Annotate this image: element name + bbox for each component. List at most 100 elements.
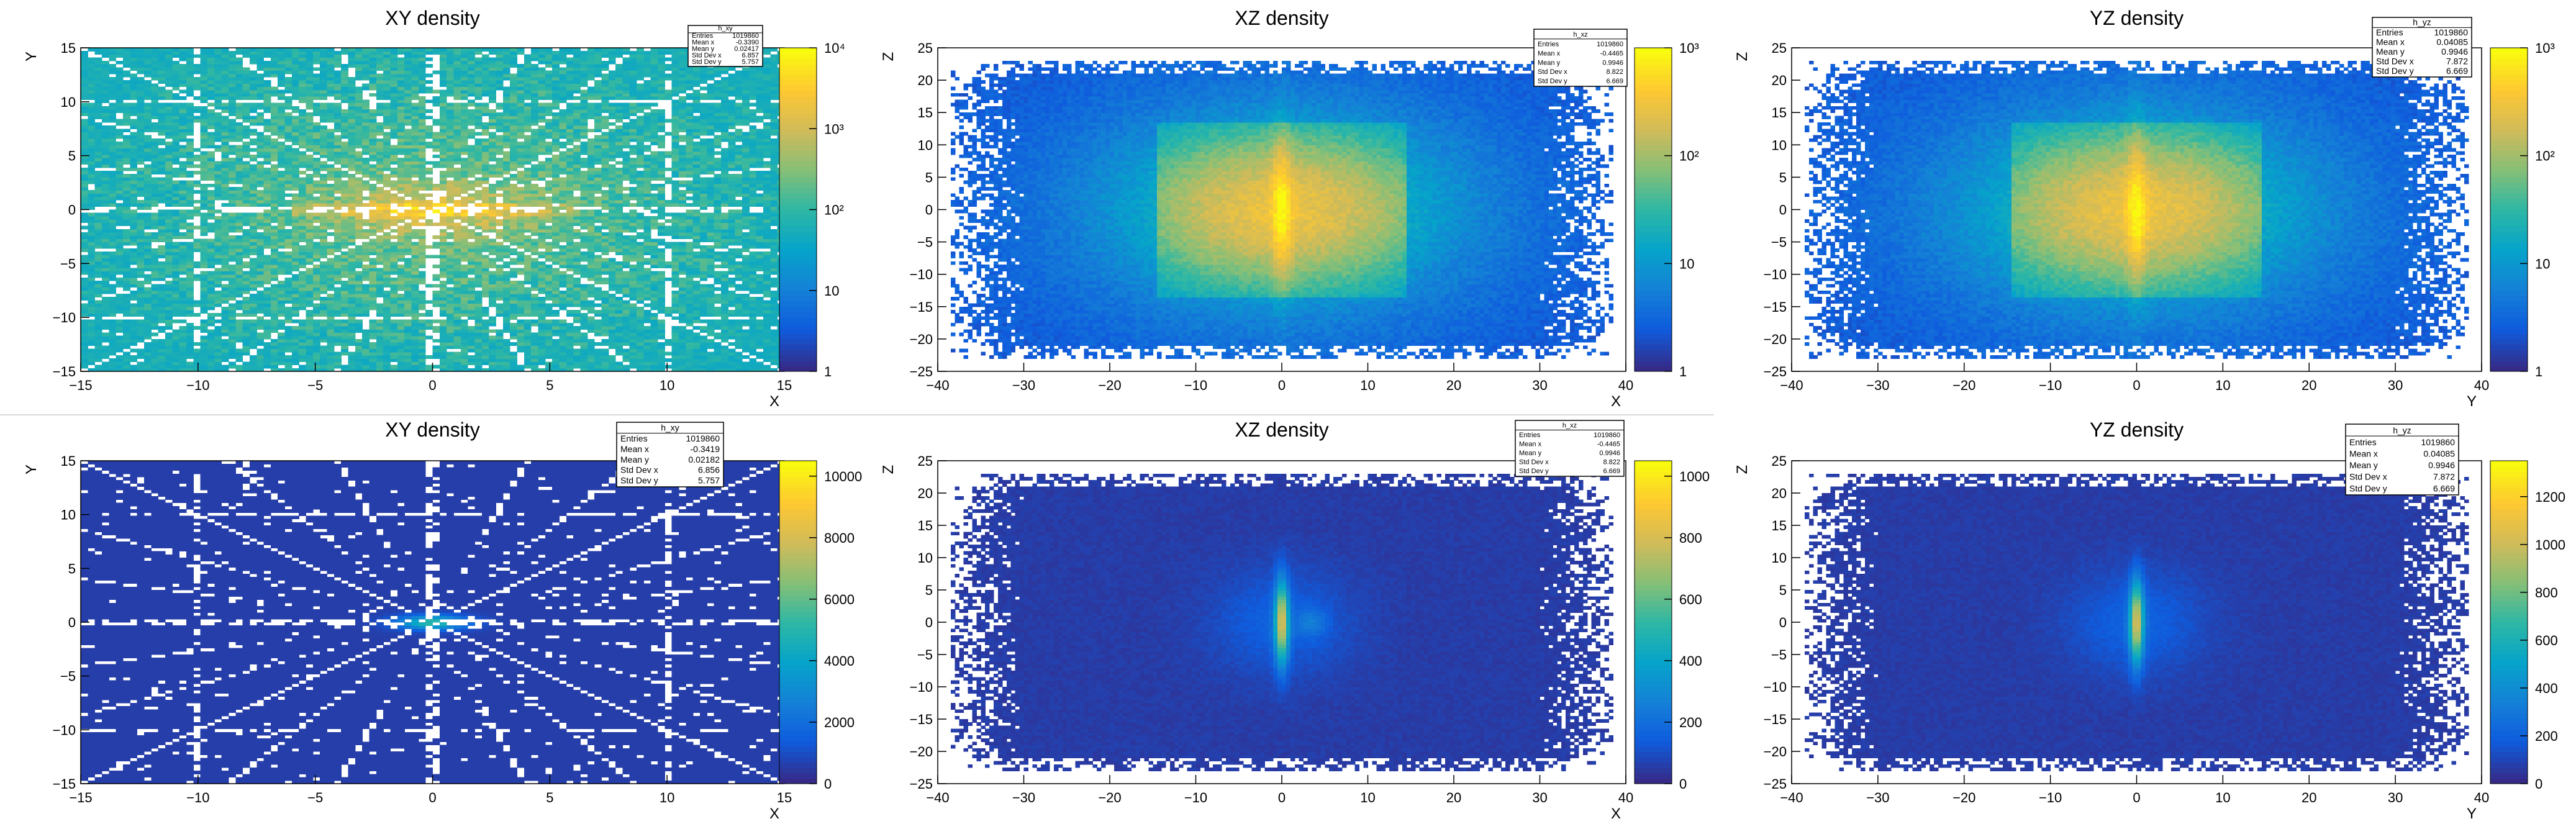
y-tick-label: 25 [918, 453, 933, 469]
stats-label: Std Dev y [1538, 78, 1567, 85]
stats-label: Std Dev x [1538, 68, 1567, 76]
y-tick-label: −5 [60, 669, 76, 684]
x-tick-label: 10 [2215, 378, 2230, 393]
stats-value: -0.3419 [691, 444, 720, 454]
y-tick-label: 0 [1779, 615, 1787, 630]
stats-value: 0.04085 [2436, 37, 2468, 47]
x-tick-label: 40 [2474, 790, 2489, 805]
color-tick-label: 1200 [2535, 489, 2565, 505]
stats-label: Entries [1519, 432, 1541, 439]
x-tick-label: −10 [1184, 790, 1207, 805]
y-tick-label: −5 [917, 647, 933, 663]
stats-value: -0.4465 [1597, 441, 1620, 448]
color-tick-label: 1000 [2535, 537, 2565, 553]
y-tick-label: −10 [1764, 267, 1787, 283]
color-tick-label: 1 [824, 364, 832, 379]
color-tick-label: 800 [2535, 585, 2558, 600]
stats-name: h_xz [1562, 422, 1577, 430]
x-tick-label: 10 [1360, 790, 1375, 805]
y-tick-label: −15 [910, 712, 933, 727]
stats-value: 0.9946 [2441, 47, 2468, 57]
y-tick-label: 25 [1772, 453, 1787, 469]
stats-label: Mean x [2376, 37, 2405, 47]
stats-value: 0.04085 [2423, 449, 2455, 459]
y-tick-label: −10 [910, 679, 933, 695]
color-tick-label: 6000 [824, 592, 855, 607]
x-tick-label: 0 [1278, 790, 1286, 805]
y-tick-label: 5 [925, 170, 933, 185]
stats-value: 0.9946 [2428, 460, 2455, 470]
x-tick-label: 0 [2133, 378, 2140, 393]
color-tick-label: 10000 [824, 469, 862, 484]
y-tick-label: 15 [61, 40, 76, 56]
stats-name: h_yz [2413, 17, 2431, 27]
x-tick-label: 30 [2388, 378, 2403, 393]
x-tick-label: 0 [429, 378, 436, 393]
color-tick-label: 0 [1679, 776, 1687, 792]
y-tick-label: 20 [1772, 486, 1787, 501]
color-tick-label: 1 [1679, 364, 1687, 379]
stats-value: 5.757 [742, 58, 759, 66]
y-tick-label: 10 [918, 137, 933, 153]
y-tick-label: 10 [1772, 550, 1787, 566]
color-tick-label: 10³ [824, 121, 844, 137]
y-tick-label: −15 [1764, 712, 1787, 727]
x-tick-label: −5 [307, 378, 323, 393]
color-tick-label: 600 [1679, 592, 1702, 607]
panel-title: XZ density [1235, 7, 1328, 29]
panel-title: YZ density [2090, 419, 2184, 441]
y-axis-title: Z [1734, 52, 1751, 61]
x-tick-label: −15 [69, 790, 92, 805]
y-tick-label: 15 [1772, 518, 1787, 533]
stats-value: 6.669 [2446, 66, 2468, 76]
y-tick-label: 0 [68, 202, 76, 218]
heatmap-cells [81, 48, 785, 372]
y-tick-label: −15 [53, 364, 76, 379]
y-tick-label: −10 [53, 722, 76, 738]
x-tick-label: −30 [1012, 378, 1035, 393]
x-tick-label: −30 [1866, 378, 1889, 393]
color-tick-label: 8000 [824, 530, 855, 546]
x-tick-label: 40 [1618, 790, 1633, 805]
stats-value: 0.9946 [1602, 59, 1623, 66]
y-tick-label: 0 [68, 615, 76, 630]
color-bar [1635, 461, 1672, 784]
color-tick-label: 200 [1679, 715, 1702, 730]
y-tick-label: 15 [918, 105, 933, 120]
y-tick-label: 15 [1772, 105, 1787, 120]
stats-name: h_xy [718, 25, 733, 32]
heatmap-cells [81, 461, 785, 784]
stats-label: Entries [1538, 41, 1559, 48]
color-tick-label: 1 [2535, 364, 2542, 379]
stats-label: Entries [2376, 27, 2403, 37]
color-tick-label: 0 [2535, 776, 2542, 792]
y-tick-label: 15 [918, 518, 933, 533]
y-tick-label: 25 [1772, 40, 1787, 56]
heatmap-cells [1805, 61, 2469, 359]
stats-label: Mean y [2376, 47, 2405, 57]
panel-title: XY density [385, 419, 479, 441]
stats-label: Mean y [2349, 460, 2378, 470]
x-tick-label: 20 [1446, 790, 1461, 805]
color-tick-label: 10 [824, 283, 839, 299]
color-tick-label: 200 [2535, 728, 2558, 744]
y-tick-label: 0 [925, 615, 933, 630]
y-tick-label: 5 [1779, 582, 1787, 598]
y-tick-label: 10 [61, 507, 76, 523]
x-tick-label: −30 [1012, 790, 1035, 805]
panel-5: XZ density−40 −30 −20 −10 0 10 20 30 40−25−20−15… [880, 419, 1710, 822]
x-tick-label: 0 [429, 790, 436, 805]
stats-value: 7.872 [2446, 56, 2468, 66]
y-axis-title: Y [23, 52, 40, 61]
y-tick-label: −25 [910, 776, 933, 792]
x-axis-title: X [1611, 393, 1621, 410]
x-tick-label: −10 [186, 790, 209, 805]
y-tick-label: 20 [918, 73, 933, 88]
color-tick-label: 10² [824, 202, 844, 218]
y-axis-title: Z [880, 52, 897, 61]
panel-6: YZ density−40 −30 −20 −10 0 10 20 30 40−25−20−15… [1734, 419, 2565, 822]
